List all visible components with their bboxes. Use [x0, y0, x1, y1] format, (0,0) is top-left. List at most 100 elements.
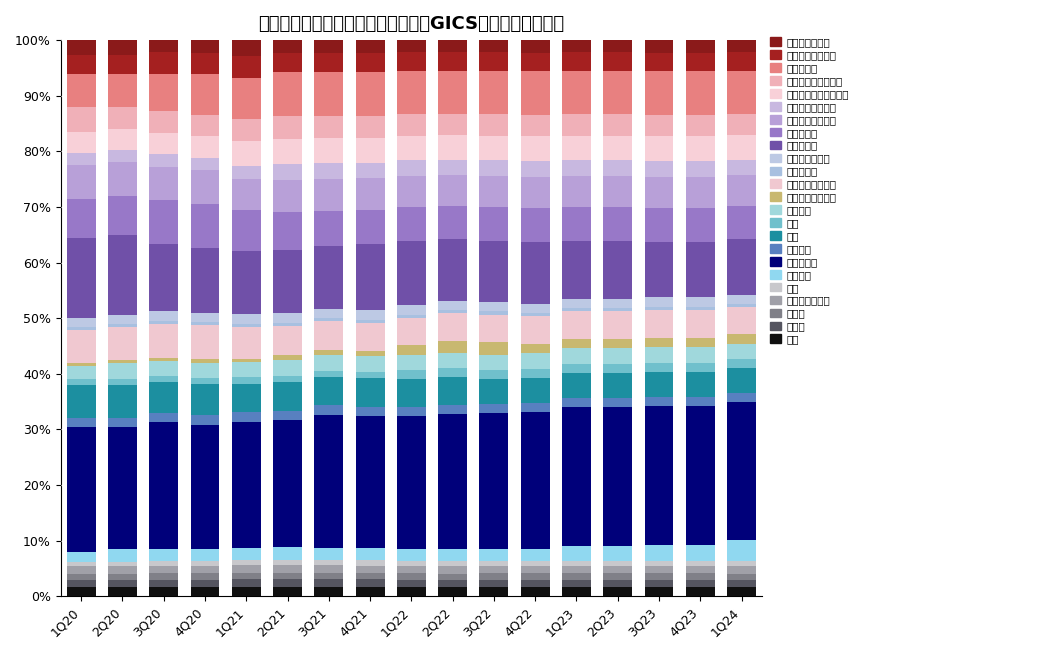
Bar — [604, 561, 632, 566]
Bar — [727, 368, 756, 392]
Bar — [231, 422, 261, 548]
Bar — [149, 154, 179, 167]
Bar — [604, 135, 632, 160]
Bar — [314, 377, 344, 405]
Bar — [439, 353, 467, 368]
Bar — [149, 320, 179, 324]
Bar — [727, 587, 756, 596]
Bar — [727, 359, 756, 368]
Bar — [355, 210, 385, 245]
Bar — [108, 418, 137, 427]
Bar — [645, 587, 673, 596]
Bar — [439, 587, 467, 596]
Bar — [149, 167, 179, 200]
Bar — [355, 560, 385, 566]
Bar — [480, 574, 508, 579]
Bar — [231, 251, 261, 315]
Bar — [355, 356, 385, 372]
Bar — [727, 239, 756, 294]
Bar — [273, 587, 302, 596]
Bar — [190, 170, 220, 205]
Bar — [645, 298, 673, 307]
Bar — [314, 211, 344, 245]
Bar — [727, 114, 756, 135]
Bar — [231, 573, 261, 579]
Bar — [273, 323, 302, 326]
Bar — [645, 545, 673, 561]
Bar — [521, 574, 550, 579]
Bar — [727, 334, 756, 343]
Bar — [273, 421, 302, 547]
Bar — [67, 107, 96, 131]
Bar — [645, 241, 673, 298]
Bar — [521, 403, 550, 412]
Bar — [355, 579, 385, 587]
Bar — [397, 370, 426, 379]
Bar — [231, 579, 261, 587]
Bar — [273, 560, 302, 565]
Bar — [604, 579, 632, 587]
Bar — [273, 212, 302, 250]
Bar — [562, 299, 591, 308]
Bar — [686, 40, 715, 52]
Bar — [645, 406, 673, 545]
Bar — [439, 52, 467, 71]
Bar — [149, 133, 179, 154]
Bar — [727, 307, 756, 334]
Bar — [355, 351, 385, 356]
Bar — [439, 377, 467, 405]
Bar — [67, 199, 96, 238]
Bar — [273, 180, 302, 212]
Bar — [521, 114, 550, 136]
Bar — [562, 574, 591, 579]
Bar — [108, 580, 137, 587]
Bar — [480, 404, 508, 413]
Bar — [149, 243, 179, 311]
Bar — [604, 587, 632, 596]
Bar — [397, 345, 426, 354]
Bar — [439, 310, 467, 313]
Bar — [273, 116, 302, 139]
Bar — [355, 372, 385, 378]
Bar — [314, 415, 344, 547]
Bar — [108, 162, 137, 196]
Bar — [727, 574, 756, 579]
Bar — [108, 427, 137, 549]
Bar — [604, 299, 632, 308]
Bar — [273, 411, 302, 421]
Bar — [273, 579, 302, 587]
Bar — [480, 71, 508, 114]
Bar — [149, 358, 179, 361]
Bar — [686, 406, 715, 545]
Bar — [521, 344, 550, 353]
Bar — [397, 176, 426, 207]
Bar — [314, 573, 344, 579]
Bar — [355, 378, 385, 407]
Bar — [439, 205, 467, 239]
Bar — [273, 72, 302, 116]
Bar — [562, 241, 591, 299]
Bar — [231, 560, 261, 566]
Bar — [521, 52, 550, 71]
Bar — [686, 310, 715, 337]
Bar — [190, 385, 220, 415]
Bar — [67, 580, 96, 587]
Bar — [314, 138, 344, 164]
Bar — [67, 418, 96, 427]
Bar — [108, 327, 137, 360]
Bar — [190, 114, 220, 136]
Bar — [108, 150, 137, 162]
Bar — [314, 355, 344, 371]
Bar — [727, 294, 756, 304]
Bar — [108, 587, 137, 596]
Bar — [686, 241, 715, 298]
Bar — [562, 160, 591, 176]
Bar — [480, 311, 508, 315]
Bar — [231, 211, 261, 251]
Bar — [439, 341, 467, 353]
Bar — [108, 107, 137, 129]
Bar — [67, 553, 96, 562]
Bar — [314, 116, 344, 138]
Bar — [397, 114, 426, 135]
Bar — [67, 566, 96, 574]
